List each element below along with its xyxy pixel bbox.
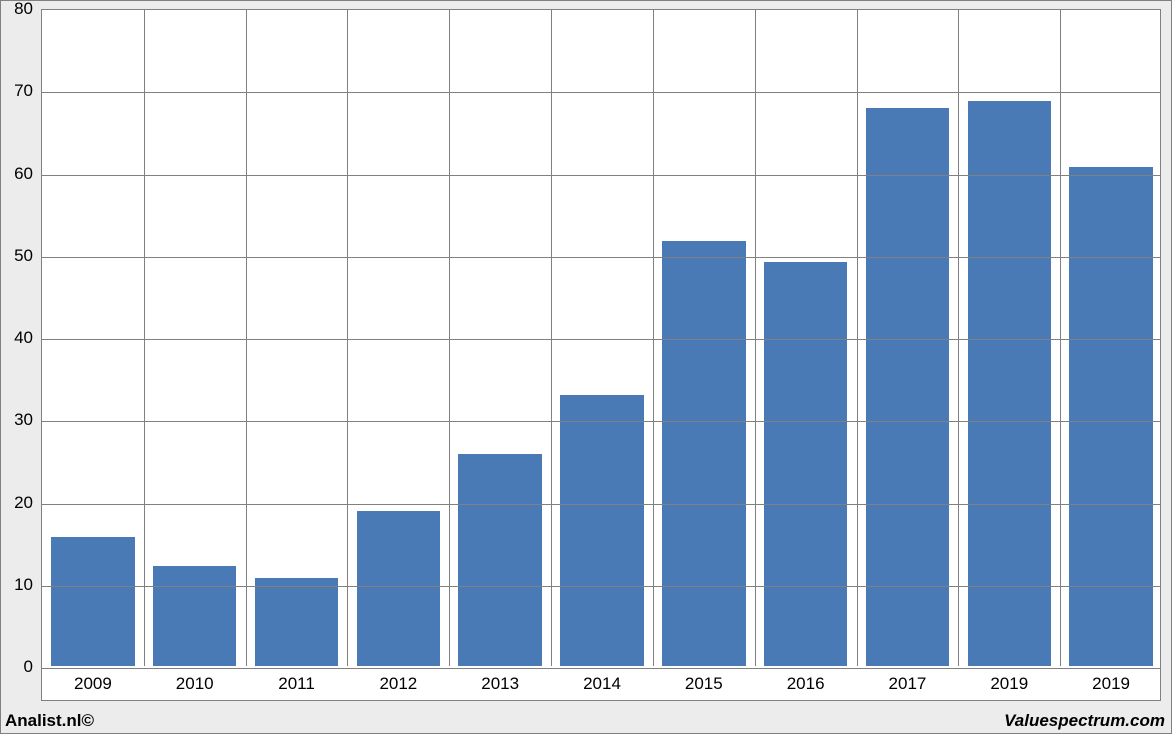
x-tick-label: 2014 — [583, 674, 621, 694]
gridline-v — [958, 10, 959, 666]
y-tick-label: 0 — [24, 657, 33, 677]
footer-left-credit: Analist.nl© — [5, 711, 94, 731]
x-tick-label: 2015 — [685, 674, 723, 694]
gridline-h — [42, 92, 1160, 93]
chart-container: 2009201020112012201320142015201620172019… — [0, 0, 1172, 734]
plot-area: 2009 2010 2011 2012 2013 2014 2015 2016 2017 2019… — [41, 9, 1161, 701]
bar — [51, 537, 134, 666]
gridline-h — [42, 586, 1160, 587]
gridline-h — [42, 504, 1160, 505]
baseline — [42, 668, 1160, 669]
y-tick-label: 60 — [14, 164, 33, 184]
bar — [560, 395, 643, 666]
y-tick-label: 10 — [14, 575, 33, 595]
gridline-h — [42, 257, 1160, 258]
bar — [866, 108, 949, 666]
gridline-v — [755, 10, 756, 666]
gridline-h — [42, 421, 1160, 422]
gridline-v — [653, 10, 654, 666]
bar — [662, 241, 745, 666]
bar — [153, 566, 236, 666]
gridline-v — [246, 10, 247, 666]
gridline-v — [144, 10, 145, 666]
x-tick-label: 2016 — [787, 674, 825, 694]
y-tick-label: 30 — [14, 410, 33, 430]
gridline-v — [449, 10, 450, 666]
x-tick-label: 2017 — [889, 674, 927, 694]
x-tick-label: 2010 — [176, 674, 214, 694]
footer-right-credit: Valuespectrum.com — [1004, 711, 1165, 731]
gridline-v — [1060, 10, 1061, 666]
bar — [458, 454, 541, 666]
x-axis-labels — [41, 701, 1161, 729]
gridline-h — [42, 175, 1160, 176]
bar — [255, 578, 338, 666]
y-tick-label: 40 — [14, 328, 33, 348]
bar — [1069, 167, 1152, 666]
y-axis-labels: 01020304050607080 — [1, 9, 37, 701]
y-tick-label: 70 — [14, 81, 33, 101]
bar — [357, 511, 440, 666]
y-tick-label: 20 — [14, 493, 33, 513]
y-tick-label: 50 — [14, 246, 33, 266]
y-tick-label: 80 — [14, 0, 33, 19]
bar — [764, 262, 847, 666]
x-tick-label: 2019 — [1092, 674, 1130, 694]
bars-layer — [42, 10, 1160, 700]
x-tick-label: 2009 — [74, 674, 112, 694]
gridline-v — [551, 10, 552, 666]
gridline-h — [42, 339, 1160, 340]
x-tick-label: 2013 — [481, 674, 519, 694]
gridline-v — [347, 10, 348, 666]
bar — [968, 101, 1051, 666]
x-tick-label: 2011 — [278, 674, 315, 694]
gridline-v — [857, 10, 858, 666]
x-tick-label: 2019 — [990, 674, 1028, 694]
x-tick-label: 2012 — [379, 674, 417, 694]
